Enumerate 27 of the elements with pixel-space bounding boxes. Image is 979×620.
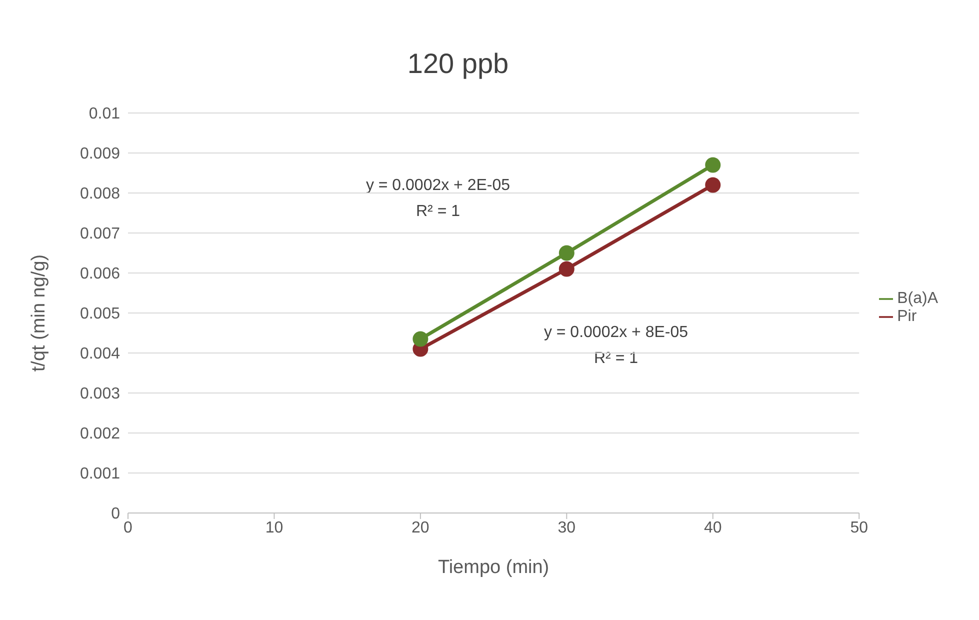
- y-tick-label: 0.006: [80, 266, 120, 283]
- y-tick-label: 0.007: [80, 226, 120, 243]
- y-tick-label: 0.005: [80, 306, 120, 323]
- y-tick-label: 0.01: [88, 106, 120, 123]
- x-tick-label: 40: [704, 519, 722, 536]
- y-tick-label: 0.003: [80, 386, 120, 403]
- y-tick-label: 0.008: [80, 186, 120, 203]
- y-tick-label: 0.009: [80, 146, 120, 163]
- y-tick-label: 0.001: [80, 466, 120, 483]
- legend-label: Pir: [897, 308, 917, 325]
- chart-title: 120 ppb: [406, 48, 510, 80]
- x-tick-label: 0: [124, 519, 133, 536]
- x-axis-title: Tiempo (min): [438, 557, 550, 578]
- legend-label: B(a)A: [897, 290, 938, 307]
- x-tick-label: 20: [412, 519, 430, 536]
- point: [705, 157, 721, 173]
- x-tick-label: 50: [850, 519, 868, 536]
- point: [412, 331, 428, 347]
- point: [558, 245, 574, 261]
- x-tick-label: 10: [265, 519, 284, 536]
- y-tick-label: 0.004: [80, 346, 120, 363]
- point: [558, 261, 574, 277]
- y-tick-label: 0.002: [80, 426, 120, 443]
- x-tick-label: 30: [558, 519, 576, 536]
- y-axis-title: t/qt (min ng/g): [28, 254, 50, 372]
- point: [705, 177, 721, 193]
- y-tick-label: 0: [111, 506, 120, 523]
